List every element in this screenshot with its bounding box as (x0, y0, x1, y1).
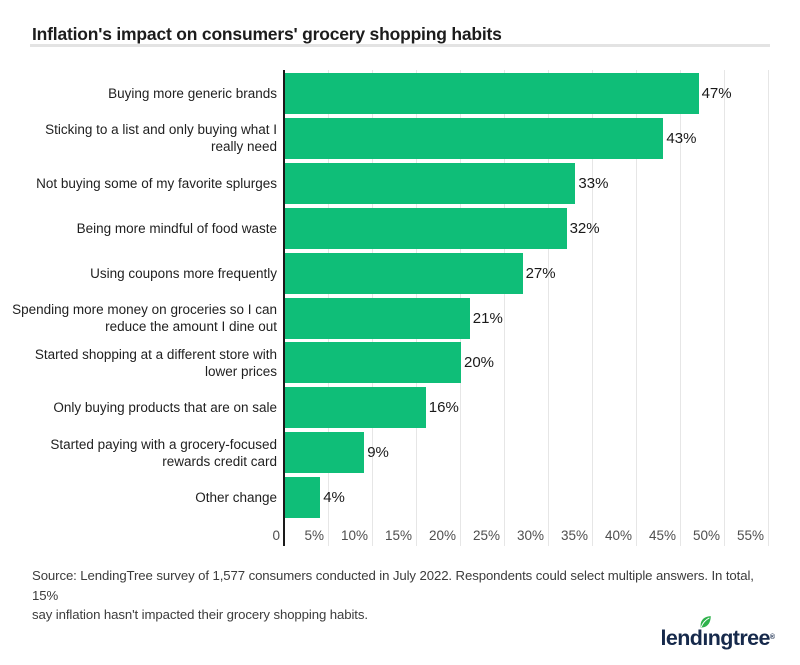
value-label: 21% (472, 309, 503, 327)
category-label-text: Buying more generic brands (108, 86, 277, 101)
bar (285, 342, 461, 384)
bar (285, 73, 699, 114)
x-tick-label: 55% (736, 528, 764, 543)
category-label-text: Only buying products that are on sale (53, 400, 277, 416)
leaf-icon (700, 616, 712, 628)
category-label-text: Sticking to a list and only buying what … (45, 122, 277, 155)
category-label: Started paying with a grocery-focused re… (0, 432, 277, 473)
bar (285, 432, 365, 474)
logo-text-pre: lend (660, 626, 703, 650)
logo-letter-i: ı (700, 616, 712, 649)
category-label: Using coupons more frequently (0, 253, 277, 294)
bar (285, 297, 470, 339)
y-axis-line (283, 70, 285, 546)
category-label-text: Using coupons more frequently (90, 265, 277, 281)
category-label: Not buying some of my favorite splurges (0, 163, 277, 204)
bar-chart: 0 5% 10% 15% 20% 25% 30% 35% 40% 45% 50% 55% Buying … (0, 62, 800, 556)
gridline (680, 70, 681, 546)
bar (285, 117, 664, 159)
x-tick-label: 30% (516, 528, 544, 543)
page-title: Inflation's impact on consumers' grocery… (32, 23, 502, 44)
value-label: 27% (525, 264, 556, 282)
category-label: Sticking to a list and only buying what … (0, 118, 277, 159)
gridline (768, 70, 769, 546)
bar (285, 252, 523, 294)
bar (285, 477, 321, 519)
category-label: Only buying products that are on sale (0, 387, 277, 428)
x-tick-label: 40% (604, 528, 632, 543)
category-label: Started shopping at a different store wi… (0, 342, 277, 383)
gridline (636, 70, 637, 546)
value-label: 33% (578, 174, 609, 192)
category-label-text: Started shopping at a different store wi… (34, 346, 277, 379)
x-tick-label: 35% (560, 528, 588, 543)
x-tick-label: 0 (272, 528, 280, 543)
value-label: 4% (323, 489, 345, 507)
value-label: 43% (666, 129, 697, 147)
gridline (592, 70, 593, 546)
x-tick-label: 20% (428, 528, 456, 543)
category-label-text: Other change (195, 490, 277, 506)
x-tick-label: 5% (304, 528, 324, 543)
bar (285, 207, 567, 249)
category-label: Spending more money on groceries so I ca… (0, 298, 277, 339)
value-label: 47% (701, 85, 732, 102)
x-tick-label: 15% (384, 528, 412, 543)
x-tick-label: 50% (692, 528, 720, 543)
x-tick-label: 10% (340, 528, 368, 543)
category-label: Other change (0, 477, 277, 518)
category-label-text: Started paying with a grocery-focused re… (50, 436, 277, 469)
title-divider (30, 44, 770, 47)
value-label: 16% (428, 399, 459, 417)
value-label: 20% (464, 354, 495, 372)
category-label-text: Not buying some of my favorite splurges (36, 175, 277, 191)
value-label: 32% (569, 219, 600, 237)
x-tick-label: 25% (472, 528, 500, 543)
gridline (724, 70, 725, 546)
bar (285, 387, 426, 429)
source-note: Source: LendingTree survey of 1,577 cons… (32, 568, 754, 622)
lendingtree-logo: lend ıngtree® (660, 616, 775, 650)
category-label: Buying more generic brands (0, 73, 277, 114)
gridline (548, 70, 549, 546)
value-label: 9% (367, 444, 389, 462)
category-label-text: Spending more money on groceries so I ca… (12, 302, 277, 334)
gridline (504, 70, 505, 546)
x-tick-label: 45% (648, 528, 676, 543)
category-label-text: Being more mindful of food waste (76, 220, 277, 236)
bar (285, 162, 576, 204)
category-label: Being more mindful of food waste (0, 208, 277, 249)
registered-trademark: ® (769, 634, 775, 641)
logo-text-post: ngtree (707, 626, 771, 650)
